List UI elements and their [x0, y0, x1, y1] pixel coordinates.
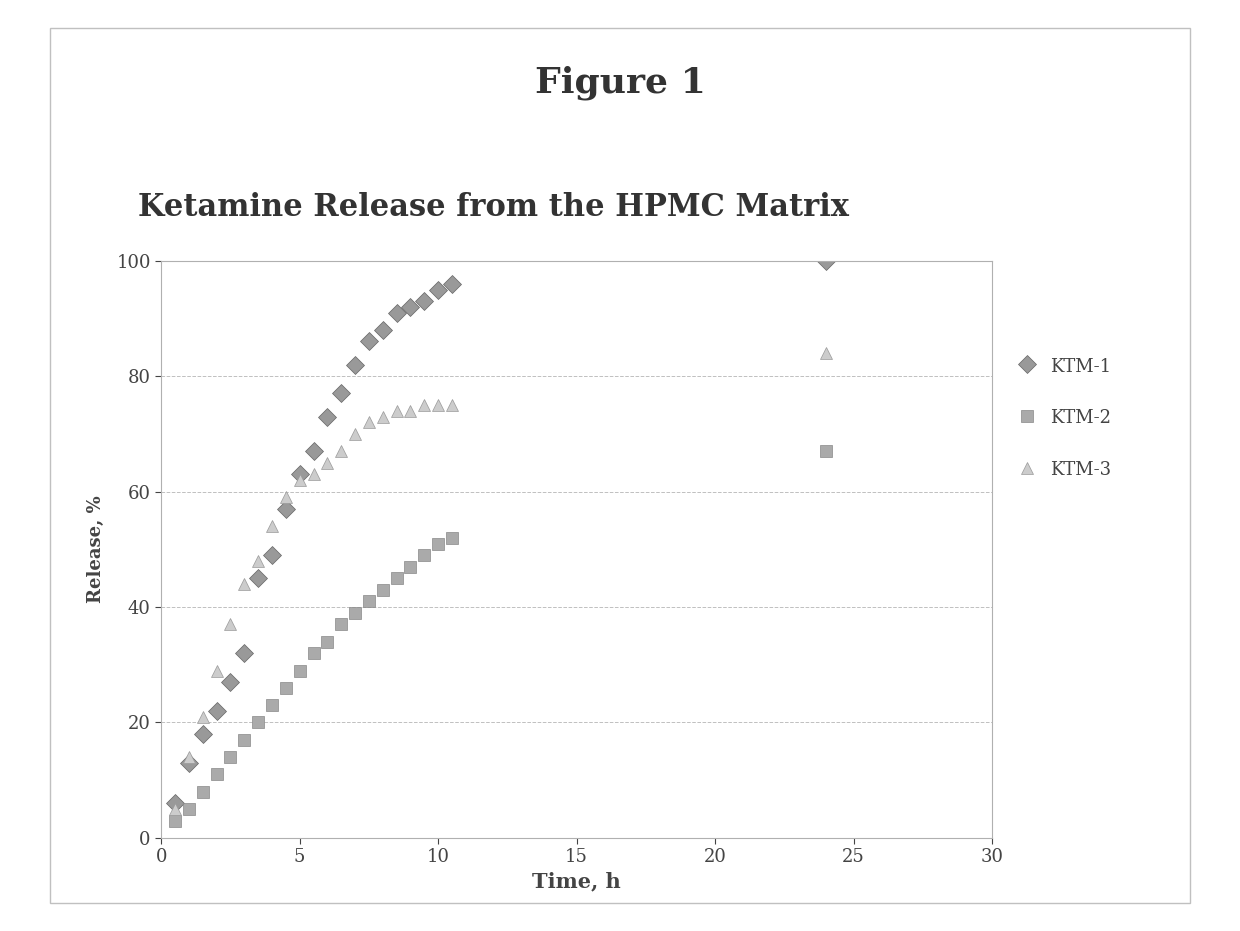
KTM-3 [376, 411, 391, 422]
KTM-1 [362, 336, 377, 347]
KTM-1 [250, 573, 265, 584]
Text: Ketamine Release from the HPMC Matrix: Ketamine Release from the HPMC Matrix [138, 193, 849, 223]
Legend: KTM-1, KTM-2, KTM-3: KTM-1, KTM-2, KTM-3 [1018, 357, 1111, 479]
KTM-3 [181, 751, 196, 762]
KTM-3 [223, 619, 238, 630]
KTM-1 [223, 677, 238, 688]
KTM-1 [389, 307, 404, 318]
KTM-2 [389, 573, 404, 584]
KTM-3 [196, 711, 211, 722]
Line: KTM-3: KTM-3 [169, 346, 832, 816]
KTM-2 [250, 717, 265, 728]
KTM-3 [264, 520, 279, 532]
KTM-1 [278, 504, 293, 515]
KTM-1 [347, 359, 362, 371]
KTM-3 [250, 555, 265, 566]
KTM-3 [293, 475, 308, 486]
Y-axis label: Release, %: Release, % [87, 495, 105, 603]
KTM-1 [334, 388, 348, 399]
KTM-1 [403, 302, 418, 313]
KTM-1 [167, 798, 182, 809]
KTM-2 [223, 751, 238, 762]
KTM-3 [278, 492, 293, 503]
KTM-2 [347, 607, 362, 618]
KTM-3 [167, 803, 182, 815]
KTM-2 [818, 446, 833, 457]
KTM-2 [403, 561, 418, 573]
KTM-2 [376, 584, 391, 595]
KTM-2 [334, 619, 348, 630]
KTM-1 [210, 706, 224, 717]
KTM-3 [389, 405, 404, 416]
KTM-2 [210, 769, 224, 780]
KTM-3 [362, 417, 377, 428]
KTM-1 [430, 284, 445, 295]
KTM-1 [444, 278, 459, 290]
KTM-1 [293, 468, 308, 479]
KTM-3 [417, 399, 432, 411]
KTM-2 [306, 648, 321, 659]
KTM-3 [320, 457, 335, 468]
KTM-3 [430, 399, 445, 411]
KTM-2 [417, 549, 432, 560]
KTM-3 [237, 578, 252, 589]
KTM-1 [196, 728, 211, 739]
KTM-2 [167, 815, 182, 826]
KTM-1 [818, 255, 833, 266]
KTM-2 [196, 786, 211, 797]
KTM-2 [362, 596, 377, 607]
KTM-2 [278, 682, 293, 694]
KTM-1 [306, 446, 321, 457]
KTM-3 [347, 428, 362, 439]
KTM-3 [444, 399, 459, 411]
KTM-2 [264, 699, 279, 710]
KTM-1 [237, 648, 252, 659]
KTM-3 [403, 405, 418, 416]
KTM-3 [818, 347, 833, 358]
KTM-3 [334, 446, 348, 457]
KTM-2 [320, 636, 335, 647]
Line: KTM-2: KTM-2 [169, 445, 832, 827]
KTM-1 [320, 411, 335, 422]
Text: Figure 1: Figure 1 [534, 65, 706, 100]
KTM-2 [444, 533, 459, 544]
KTM-1 [376, 324, 391, 335]
Line: KTM-1: KTM-1 [169, 254, 832, 810]
KTM-2 [237, 735, 252, 746]
KTM-3 [210, 665, 224, 676]
KTM-1 [181, 757, 196, 768]
KTM-1 [264, 549, 279, 560]
KTM-3 [306, 468, 321, 479]
KTM-2 [181, 803, 196, 815]
X-axis label: Time, h: Time, h [532, 871, 621, 892]
KTM-2 [430, 538, 445, 549]
KTM-2 [293, 665, 308, 676]
KTM-1 [417, 295, 432, 306]
